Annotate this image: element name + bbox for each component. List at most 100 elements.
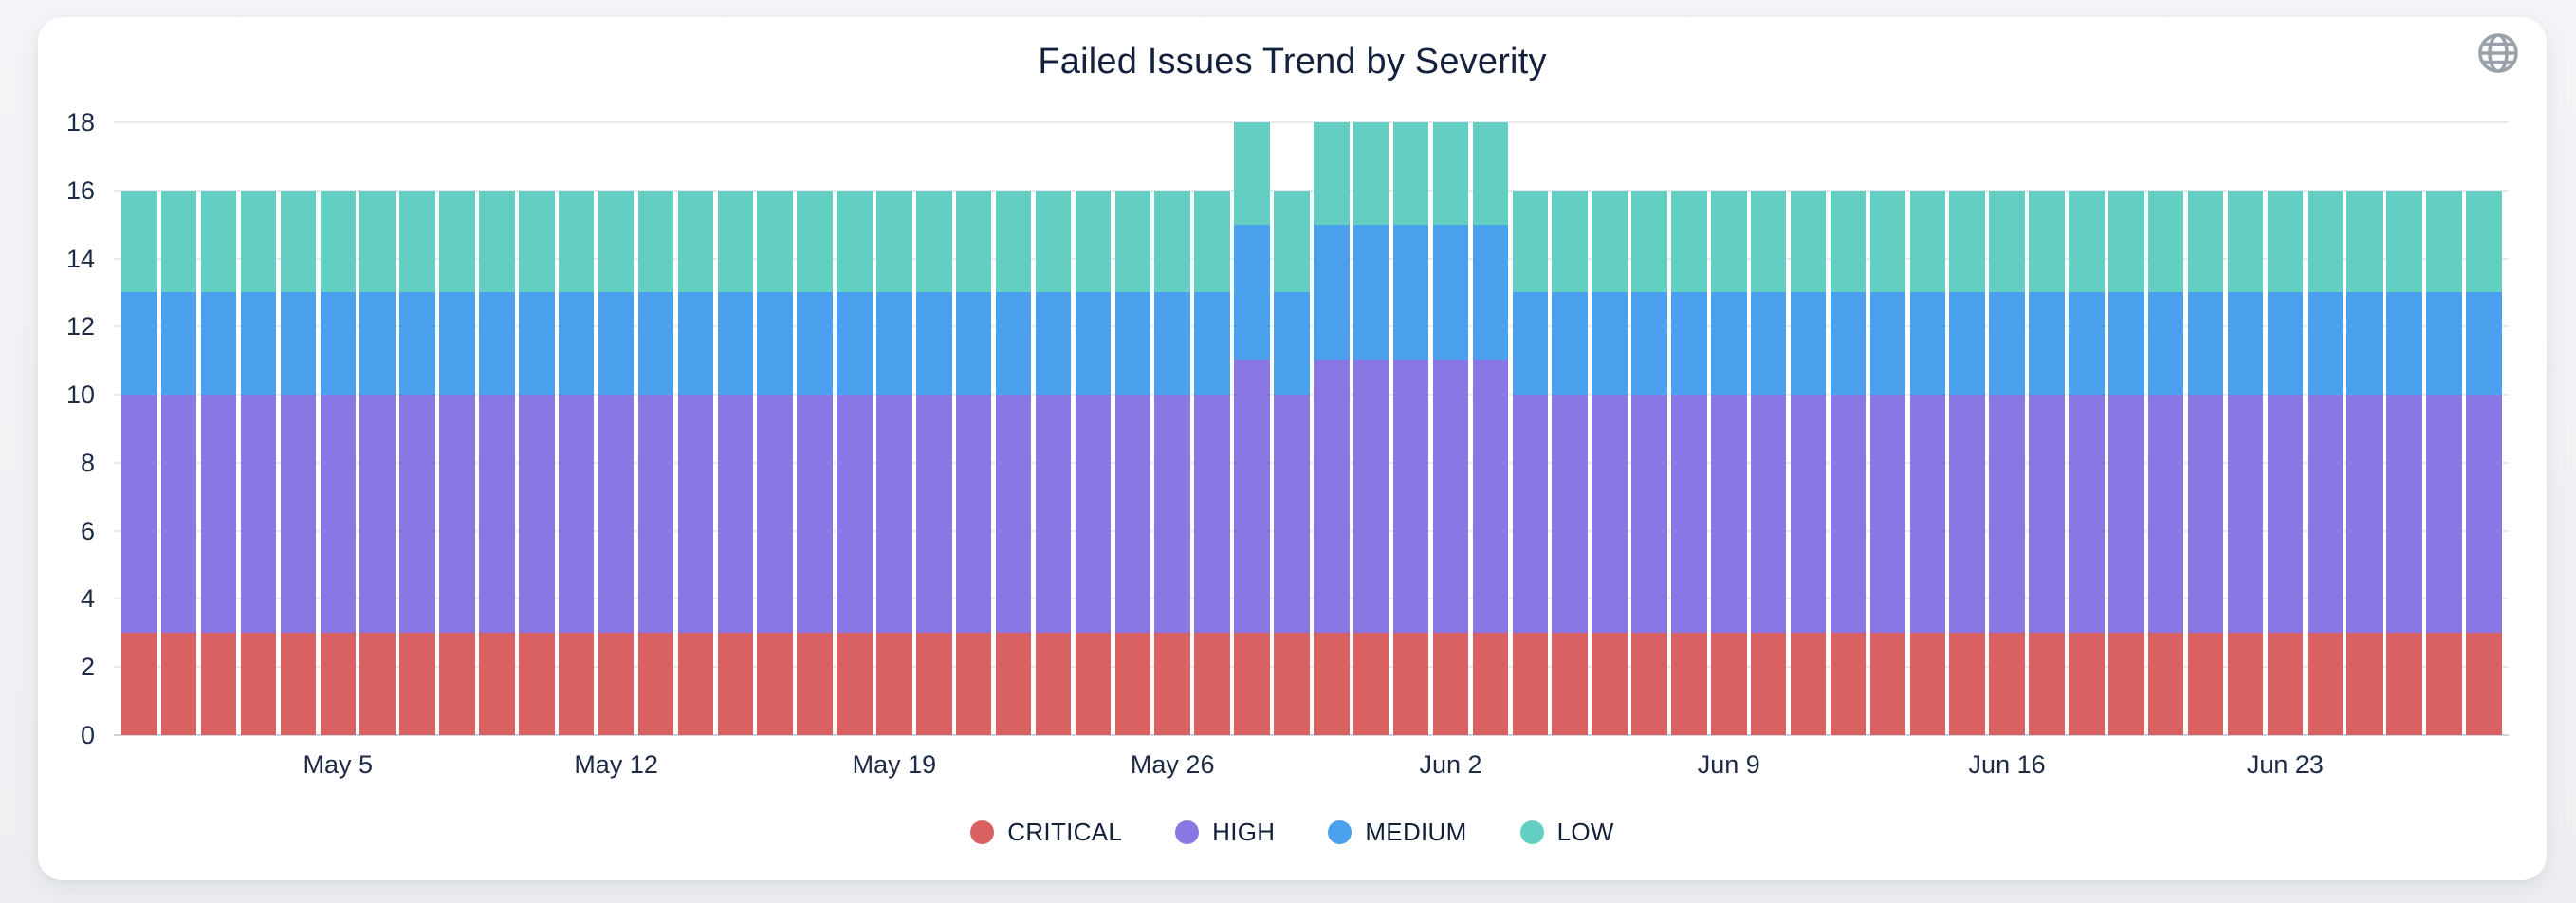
bar-segment-low[interactable]	[2426, 190, 2462, 293]
legend-item-low[interactable]: LOW	[1519, 818, 1614, 847]
bar-segment-medium[interactable]	[519, 292, 555, 396]
bar-segment-high[interactable]	[2386, 395, 2422, 634]
bar[interactable]	[1114, 190, 1151, 735]
bar-segment-low[interactable]	[797, 190, 833, 293]
bar-segment-critical[interactable]	[200, 633, 237, 735]
bar-segment-high[interactable]	[558, 395, 595, 634]
bar-segment-high[interactable]	[2029, 395, 2065, 634]
bar-segment-low[interactable]	[1194, 190, 1230, 293]
bar-segment-high[interactable]	[2147, 395, 2184, 634]
bar[interactable]	[1909, 190, 1946, 735]
bar-segment-medium[interactable]	[2227, 292, 2264, 396]
bar-segment-low[interactable]	[757, 190, 793, 293]
bar-segment-critical[interactable]	[2346, 633, 2383, 735]
bar-segment-medium[interactable]	[2307, 292, 2344, 396]
bar[interactable]	[1392, 122, 1429, 735]
bar-segment-critical[interactable]	[399, 633, 435, 735]
bar-segment-medium[interactable]	[1075, 292, 1112, 396]
bar[interactable]	[558, 190, 595, 735]
bar[interactable]	[717, 190, 754, 735]
bar-segment-high[interactable]	[280, 395, 317, 634]
bar-segment-high[interactable]	[717, 395, 754, 634]
bar-segment-medium[interactable]	[876, 292, 912, 396]
bar[interactable]	[1352, 122, 1389, 735]
bar-segment-high[interactable]	[757, 395, 793, 634]
bar-segment-medium[interactable]	[320, 292, 357, 396]
bar-segment-low[interactable]	[1671, 190, 1707, 293]
bar-segment-critical[interactable]	[160, 633, 197, 735]
bar-segment-high[interactable]	[1631, 395, 1667, 634]
bar[interactable]	[1274, 190, 1310, 735]
legend-item-medium[interactable]: MEDIUM	[1328, 818, 1466, 847]
bar-segment-high[interactable]	[1352, 360, 1389, 634]
bar-segment-low[interactable]	[1472, 122, 1509, 225]
bar-segment-critical[interactable]	[1352, 633, 1389, 735]
bar-segment-high[interactable]	[1869, 395, 1906, 634]
bar-segment-medium[interactable]	[2466, 292, 2502, 396]
bar-segment-critical[interactable]	[2069, 633, 2105, 735]
bar-segment-critical[interactable]	[1869, 633, 1906, 735]
bar-segment-high[interactable]	[1790, 395, 1827, 634]
bar-segment-low[interactable]	[1075, 190, 1112, 293]
bar[interactable]	[320, 190, 357, 735]
bar-segment-medium[interactable]	[1114, 292, 1151, 396]
bar[interactable]	[797, 190, 833, 735]
bar[interactable]	[1432, 122, 1469, 735]
bar-segment-critical[interactable]	[1989, 633, 2025, 735]
bar-segment-low[interactable]	[1790, 190, 1827, 293]
bar-segment-high[interactable]	[200, 395, 237, 634]
bar-segment-medium[interactable]	[1352, 224, 1389, 361]
bar[interactable]	[280, 190, 317, 735]
bar-segment-medium[interactable]	[359, 292, 396, 396]
bar-segment-medium[interactable]	[1830, 292, 1867, 396]
bar[interactable]	[1830, 190, 1867, 735]
bar[interactable]	[2187, 190, 2224, 735]
bar[interactable]	[1750, 190, 1787, 735]
bar-segment-low[interactable]	[955, 190, 992, 293]
bar-segment-critical[interactable]	[2187, 633, 2224, 735]
bar-segment-critical[interactable]	[1075, 633, 1112, 735]
bar[interactable]	[2147, 190, 2184, 735]
bar-segment-high[interactable]	[876, 395, 912, 634]
bar-segment-critical[interactable]	[1154, 633, 1190, 735]
bar[interactable]	[1790, 190, 1827, 735]
bar[interactable]	[479, 190, 515, 735]
bar[interactable]	[637, 190, 674, 735]
bar-segment-low[interactable]	[1592, 190, 1628, 293]
bar[interactable]	[1512, 190, 1549, 735]
bar-segment-low[interactable]	[240, 190, 277, 293]
bar-segment-low[interactable]	[439, 190, 475, 293]
bar[interactable]	[1552, 190, 1588, 735]
bar-segment-medium[interactable]	[757, 292, 793, 396]
bar-segment-high[interactable]	[1154, 395, 1190, 634]
legend-item-critical[interactable]: CRITICAL	[970, 818, 1122, 847]
bar-segment-critical[interactable]	[320, 633, 357, 735]
bar-segment-low[interactable]	[677, 190, 714, 293]
bar-segment-critical[interactable]	[1949, 633, 1985, 735]
bar[interactable]	[439, 190, 475, 735]
bar-segment-medium[interactable]	[479, 292, 515, 396]
bar[interactable]	[837, 190, 873, 735]
bar-segment-critical[interactable]	[439, 633, 475, 735]
bar-segment-critical[interactable]	[837, 633, 873, 735]
bar[interactable]	[200, 190, 237, 735]
bar-segment-high[interactable]	[995, 395, 1032, 634]
bar-segment-high[interactable]	[2466, 395, 2502, 634]
bar-segment-high[interactable]	[598, 395, 635, 634]
bar-segment-medium[interactable]	[995, 292, 1032, 396]
bar-segment-high[interactable]	[1989, 395, 2025, 634]
bar[interactable]	[1154, 190, 1190, 735]
bar-segment-high[interactable]	[1035, 395, 1072, 634]
bar-segment-high[interactable]	[479, 395, 515, 634]
bar-segment-high[interactable]	[1194, 395, 1230, 634]
bar-segment-low[interactable]	[717, 190, 754, 293]
bar-segment-critical[interactable]	[121, 633, 157, 735]
bar-segment-medium[interactable]	[1750, 292, 1787, 396]
bar-segment-low[interactable]	[1274, 190, 1310, 293]
bar[interactable]	[1949, 190, 1985, 735]
bar-segment-medium[interactable]	[1035, 292, 1072, 396]
bar-segment-critical[interactable]	[1234, 633, 1270, 735]
bar[interactable]	[757, 190, 793, 735]
bar-segment-high[interactable]	[1711, 395, 1747, 634]
bar-segment-low[interactable]	[1392, 122, 1429, 225]
